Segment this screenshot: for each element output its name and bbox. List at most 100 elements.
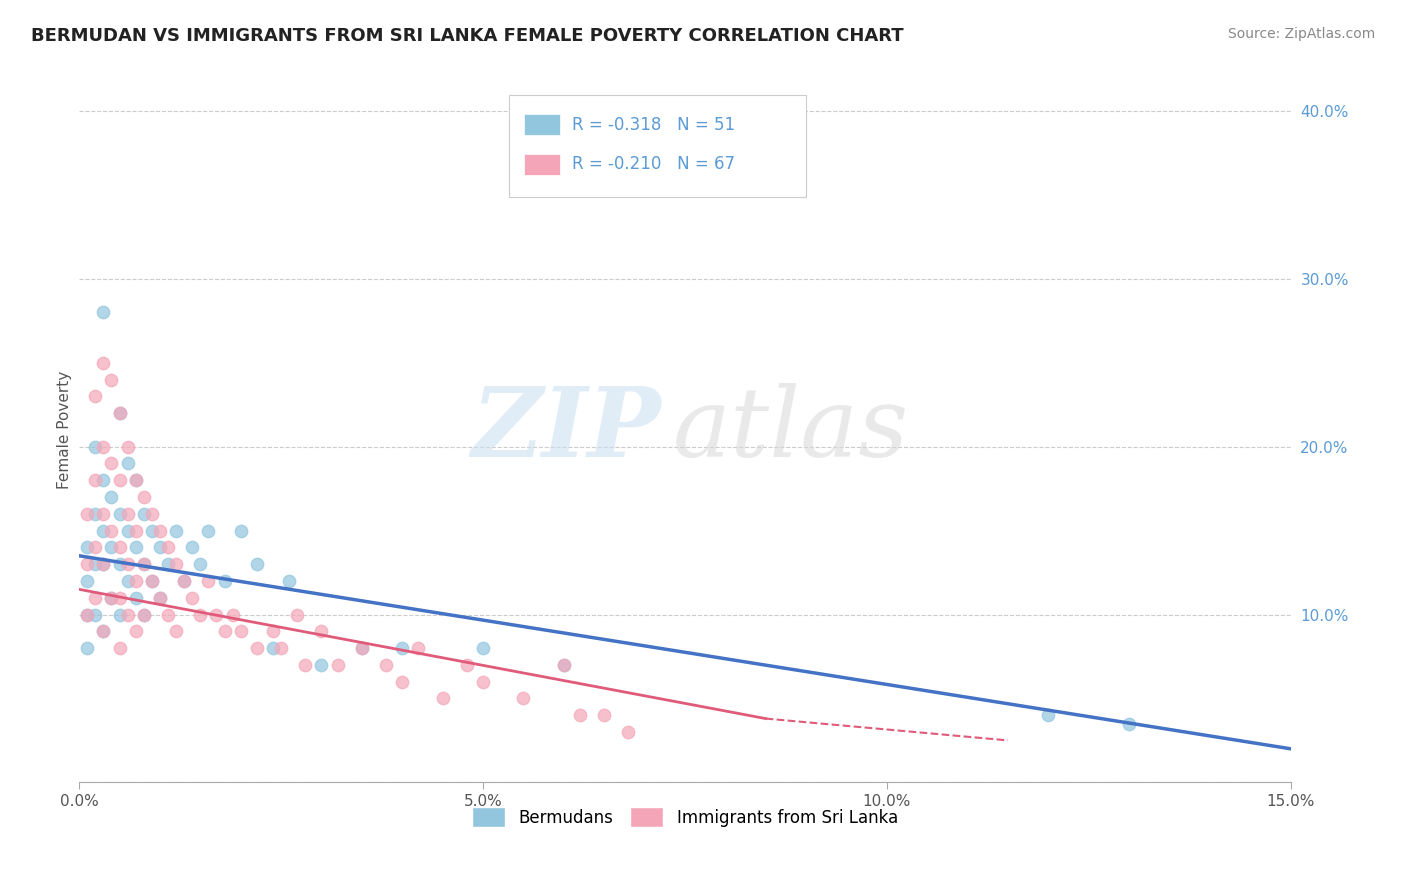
Point [391, 641, 413, 656]
Point [593, 708, 616, 723]
Point [278, 574, 301, 588]
Point [108, 557, 131, 571]
Point [553, 657, 575, 672]
Point [93, 524, 115, 538]
Point [124, 574, 146, 588]
Point [117, 507, 139, 521]
Point [124, 624, 146, 639]
Point [108, 406, 131, 420]
Point [76, 607, 98, 622]
Point [124, 524, 146, 538]
Point [76, 607, 98, 622]
Point [117, 457, 139, 471]
Point [294, 657, 316, 672]
Point [156, 557, 179, 571]
Point [84, 591, 107, 605]
Point [132, 490, 155, 504]
Point [1038, 708, 1060, 723]
Point [108, 473, 131, 487]
Point [84, 440, 107, 454]
Point [285, 607, 308, 622]
Point [84, 541, 107, 555]
Point [132, 607, 155, 622]
Point [229, 624, 252, 639]
Point [93, 305, 115, 319]
Point [262, 641, 284, 656]
Point [311, 624, 333, 639]
Point [84, 607, 107, 622]
Point [311, 657, 333, 672]
Point [132, 557, 155, 571]
Point [100, 591, 122, 605]
Point [117, 607, 139, 622]
Point [108, 607, 131, 622]
Point [108, 591, 131, 605]
Text: BERMUDAN VS IMMIGRANTS FROM SRI LANKA FEMALE POVERTY CORRELATION CHART: BERMUDAN VS IMMIGRANTS FROM SRI LANKA FE… [31, 27, 904, 45]
Point [132, 557, 155, 571]
Text: atlas: atlas [672, 383, 908, 477]
Point [124, 541, 146, 555]
Point [84, 389, 107, 403]
Point [188, 607, 211, 622]
Point [512, 691, 534, 706]
Point [214, 574, 236, 588]
Y-axis label: Female Poverty: Female Poverty [58, 371, 72, 489]
Point [165, 624, 187, 639]
Point [93, 440, 115, 454]
Text: R = -0.210   N = 67: R = -0.210 N = 67 [572, 155, 735, 173]
Text: R = -0.318   N = 51: R = -0.318 N = 51 [572, 116, 735, 134]
Point [568, 708, 591, 723]
Point [165, 557, 187, 571]
Point [141, 524, 163, 538]
Point [205, 607, 228, 622]
Point [221, 607, 243, 622]
Point [141, 574, 163, 588]
Point [229, 524, 252, 538]
Point [188, 557, 211, 571]
Point [350, 641, 373, 656]
Point [375, 657, 398, 672]
Point [270, 641, 292, 656]
Point [93, 557, 115, 571]
Point [181, 541, 204, 555]
Point [246, 557, 269, 571]
FancyBboxPatch shape [509, 95, 806, 197]
Point [100, 591, 122, 605]
Point [100, 524, 122, 538]
Point [117, 574, 139, 588]
Point [156, 541, 179, 555]
Point [246, 641, 269, 656]
Point [173, 574, 195, 588]
Point [262, 624, 284, 639]
Point [214, 624, 236, 639]
Point [93, 507, 115, 521]
Legend: Bermudans, Immigrants from Sri Lanka: Bermudans, Immigrants from Sri Lanka [465, 800, 904, 834]
Point [149, 591, 172, 605]
Point [432, 691, 454, 706]
Text: ZIP: ZIP [471, 383, 661, 477]
Point [141, 574, 163, 588]
Point [197, 574, 219, 588]
Point [1118, 716, 1140, 731]
Point [149, 591, 172, 605]
Point [141, 507, 163, 521]
Point [108, 406, 131, 420]
Bar [524, 153, 560, 175]
Point [149, 541, 172, 555]
Point [100, 372, 122, 386]
Point [93, 624, 115, 639]
Point [132, 607, 155, 622]
Point [76, 507, 98, 521]
Point [100, 457, 122, 471]
Point [100, 541, 122, 555]
Point [108, 507, 131, 521]
Point [149, 524, 172, 538]
Point [124, 591, 146, 605]
Point [408, 641, 430, 656]
Point [76, 641, 98, 656]
Point [124, 473, 146, 487]
Point [617, 725, 640, 739]
Point [100, 490, 122, 504]
Point [108, 541, 131, 555]
Point [181, 591, 204, 605]
